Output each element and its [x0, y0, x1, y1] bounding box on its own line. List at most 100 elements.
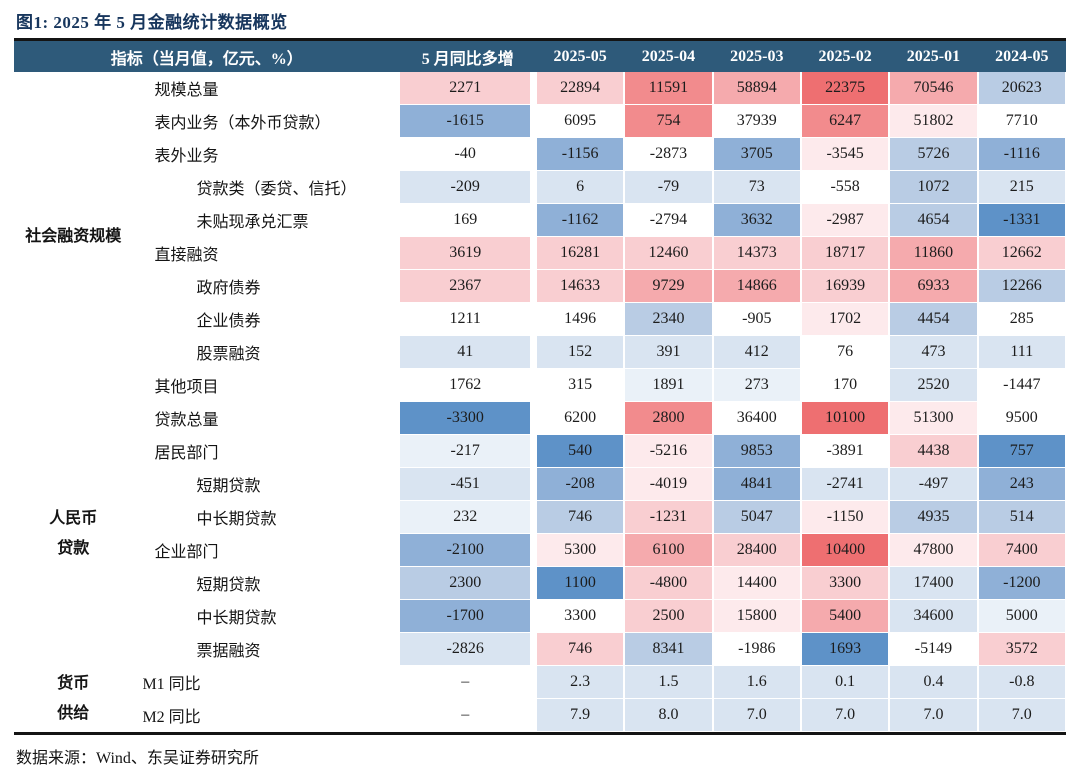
month-value-cell: 4454: [889, 303, 978, 336]
yoy-value-cell: -3300: [399, 402, 536, 435]
indicator-label: 企业部门: [132, 534, 400, 567]
month-value-cell: 3572: [977, 633, 1066, 666]
month-value-cell: 7.0: [889, 699, 978, 732]
month-value-cell: 2500: [624, 600, 713, 633]
month-value-cell: 7400: [977, 534, 1066, 567]
yoy-value-cell: 1211: [399, 303, 536, 336]
yoy-value-cell: 1762: [399, 369, 536, 402]
month-value-cell: 746: [535, 633, 625, 666]
month-value-cell: 170: [800, 369, 890, 402]
month-value-cell: -1200: [977, 567, 1066, 600]
month-value-cell: 14866: [712, 270, 801, 303]
month-value-cell: -4800: [624, 567, 713, 600]
yoy-value-cell: –: [399, 699, 536, 732]
yoy-value-cell: -2100: [399, 534, 536, 567]
month-value-cell: 2.3: [535, 666, 625, 699]
yoy-value-cell: 232: [399, 501, 536, 534]
month-value-cell: 12662: [977, 237, 1066, 270]
table-row: 货币 供给 M1 同比 –2.3 1.5 1.6 0.1 0.4 -0.8: [14, 666, 1066, 732]
month-value-cell: 36400: [712, 402, 801, 435]
yoy-value-cell: 41: [399, 336, 536, 369]
table-row: 贷款类（委贷、信托） -209 6 -79 73 -558 1072 215: [14, 171, 1066, 204]
table-row: 其他项目 1762 315 1891 273 170 2520 -1447: [14, 369, 1066, 402]
month-value-cell: 514: [977, 501, 1066, 534]
month-value-cell: 8.0: [624, 699, 713, 732]
month-value-cell: 14633: [535, 270, 625, 303]
month-value-cell: 76: [800, 336, 890, 369]
month-value-cell: 16281: [535, 237, 625, 270]
header-month-column: 2024-05: [977, 41, 1066, 72]
indicator-label: 票据融资: [132, 633, 400, 666]
yoy-value-cell: -217: [399, 435, 536, 468]
yoy-value-cell: –: [399, 666, 536, 699]
month-value-cell: 285: [977, 303, 1066, 336]
indicator-label: 短期贷款: [132, 567, 400, 600]
month-value-cell: 5726: [889, 138, 978, 171]
table-row: 人民币 贷款 贷款总量 -3300 6200 2800 36400 10100 51300 950…: [14, 402, 1066, 666]
month-value-cell: 3632: [712, 204, 801, 237]
month-value-cell: 28400: [712, 534, 801, 567]
month-value-cell: -0.8: [977, 666, 1066, 699]
month-value-cell: -1116: [977, 138, 1066, 171]
month-value-cell: 412: [712, 336, 801, 369]
month-value-cell: -1231: [624, 501, 713, 534]
indicator-label: 企业债券: [132, 303, 400, 336]
month-value-cell: 4438: [889, 435, 978, 468]
month-value-cell: -4019: [624, 468, 713, 501]
month-value-cell: -1447: [977, 369, 1066, 402]
group-label-line: 人民币: [49, 509, 98, 527]
month-value-cell: 37939: [712, 105, 801, 138]
month-value-cell: 22894: [535, 72, 625, 105]
header-indicator: 指标（当月值，亿元、%）: [14, 41, 400, 72]
table-row: 社会融资规模 规模总量 2271 22894 11591 58894 22375 70546 2…: [14, 72, 1066, 402]
header-month-column: 2025-04: [624, 41, 713, 72]
month-value-cell: 5000: [977, 600, 1066, 633]
month-value-cell: 243: [977, 468, 1066, 501]
month-value-cell: 58894: [712, 72, 801, 105]
month-value-cell: 757: [977, 435, 1066, 468]
header-month-column: 2025-05: [535, 41, 625, 72]
month-value-cell: 746: [535, 501, 625, 534]
indicator-label: 其他项目: [132, 369, 400, 402]
month-value-cell: 391: [624, 336, 713, 369]
month-value-cell: 4841: [712, 468, 801, 501]
month-value-cell: -497: [889, 468, 978, 501]
month-value-cell: 6100: [624, 534, 713, 567]
yoy-value-cell: 2300: [399, 567, 536, 600]
month-value-cell: 3300: [535, 600, 625, 633]
indicator-label: M1 同比: [132, 666, 400, 699]
month-value-cell: -1331: [977, 204, 1066, 237]
month-value-cell: 9853: [712, 435, 801, 468]
month-value-cell: 152: [535, 336, 625, 369]
month-value-cell: -1986: [712, 633, 801, 666]
month-value-cell: 14373: [712, 237, 801, 270]
month-value-cell: -2987: [800, 204, 890, 237]
month-value-cell: 51300: [889, 402, 978, 435]
month-value-cell: 18717: [800, 237, 890, 270]
header-yoy-column: 5 月同比多增: [399, 41, 536, 72]
month-value-cell: 47800: [889, 534, 978, 567]
month-value-cell: 17400: [889, 567, 978, 600]
month-value-cell: 9729: [624, 270, 713, 303]
yoy-value-cell: -2826: [399, 633, 536, 666]
table-row: 表外业务 -40 -1156 -2873 3705 -3545 5726 -1116: [14, 138, 1066, 171]
yoy-value-cell: -209: [399, 171, 536, 204]
month-value-cell: 2800: [624, 402, 713, 435]
yoy-value-cell: 2367: [399, 270, 536, 303]
month-value-cell: 10400: [800, 534, 890, 567]
header-month-column: 2025-02: [800, 41, 890, 72]
group-label-line: 社会融资规模: [25, 227, 122, 245]
header-month-column: 2025-01: [889, 41, 978, 72]
month-value-cell: 4654: [889, 204, 978, 237]
finance-stats-table: 指标（当月值，亿元、%） 5 月同比多增 2025-05 2025-04 2025-0…: [14, 41, 1066, 732]
month-value-cell: 51802: [889, 105, 978, 138]
table-row: 未贴现承兑汇票 169 -1162 -2794 3632 -2987 4654 -1331: [14, 204, 1066, 237]
month-value-cell: 1100: [535, 567, 625, 600]
table-row: 企业债券 1211 1496 2340 -905 1702 4454 285: [14, 303, 1066, 336]
month-value-cell: 0.1: [800, 666, 890, 699]
month-value-cell: 2340: [624, 303, 713, 336]
month-value-cell: -3891: [800, 435, 890, 468]
indicator-label: 贷款类（委贷、信托）: [132, 171, 400, 204]
group-label-line: 贷款: [57, 539, 90, 557]
month-value-cell: 3705: [712, 138, 801, 171]
